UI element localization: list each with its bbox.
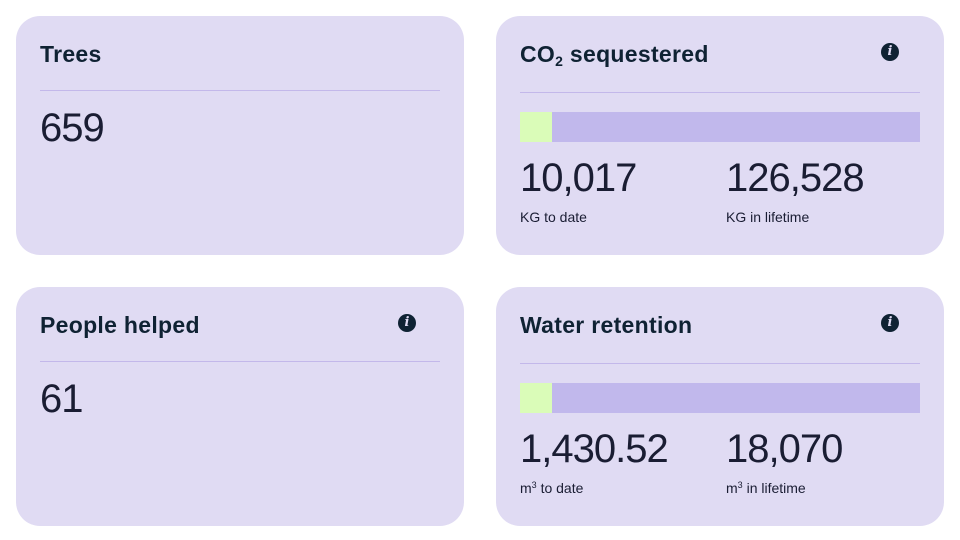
trees-title: Trees xyxy=(40,41,102,67)
water-to-date-label: m3 to date xyxy=(520,480,583,496)
people-helped-value: 61 xyxy=(40,377,83,421)
co2-progress-fill xyxy=(520,112,552,142)
water-lifetime-label: m3 in lifetime xyxy=(726,480,806,496)
trees-value: 659 xyxy=(40,106,105,150)
info-icon[interactable]: i xyxy=(398,314,416,332)
water-lifetime-value: 18,070 xyxy=(726,427,843,471)
co2-title-subscript: 2 xyxy=(555,53,564,69)
water-retention-card: Water retention i 1,430.52 m3 to date 18… xyxy=(496,287,944,526)
co2-to-date-value: 10,017 xyxy=(520,156,637,200)
unit: m xyxy=(520,480,532,496)
co2-card: CO2 sequestered i 10,017 KG to date 126,… xyxy=(496,16,944,255)
divider xyxy=(40,361,440,362)
co2-title-prefix: CO xyxy=(520,41,556,67)
co2-title-suffix: sequestered xyxy=(563,41,709,67)
label-text: in lifetime xyxy=(742,480,806,496)
unit-exponent: 3 xyxy=(531,480,537,490)
divider xyxy=(520,92,920,93)
divider xyxy=(520,363,920,364)
people-helped-title: People helped xyxy=(40,312,200,338)
water-retention-title: Water retention xyxy=(520,312,693,338)
unit: m xyxy=(726,480,738,496)
water-to-date-value: 1,430.52 xyxy=(520,427,669,471)
info-icon[interactable]: i xyxy=(881,43,899,61)
co2-lifetime-value: 126,528 xyxy=(726,156,865,200)
water-progress-fill xyxy=(520,383,552,413)
co2-to-date-label: KG to date xyxy=(520,209,587,225)
trees-card: Trees 659 xyxy=(16,16,464,255)
co2-lifetime-label: KG in lifetime xyxy=(726,209,810,225)
label-text: to date xyxy=(536,480,584,496)
co2-title: CO2 sequestered xyxy=(520,40,709,68)
co2-progress-bar xyxy=(520,112,920,142)
unit-exponent: 3 xyxy=(737,480,743,490)
water-progress-bar xyxy=(520,383,920,413)
info-icon[interactable]: i xyxy=(881,314,899,332)
people-helped-card: People helped i 61 xyxy=(16,287,464,526)
divider xyxy=(40,90,440,91)
